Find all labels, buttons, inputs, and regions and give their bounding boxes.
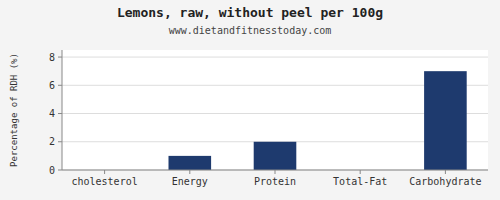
x-tick-label: Protein	[254, 176, 296, 187]
bars	[169, 71, 467, 170]
x-tick-label: Carbohydrate	[409, 176, 481, 187]
plot-area	[62, 50, 488, 170]
y-axis: 0 2 4 6 8	[49, 50, 62, 176]
x-tick	[445, 170, 446, 174]
y-axis-label: Percentage of RDH (%)	[9, 53, 19, 167]
y-tick-label: 8	[49, 52, 55, 63]
y-tick	[58, 57, 62, 58]
bar	[424, 71, 467, 170]
y-tick-label: 0	[49, 165, 55, 176]
background	[0, 0, 500, 200]
y-tick	[58, 170, 62, 171]
x-tick	[104, 170, 105, 174]
chart-container: Lemons, raw, without peel per 100g www.di…	[0, 0, 500, 200]
x-tick-label: cholesterol	[71, 176, 137, 187]
y-tick	[58, 85, 62, 86]
bar	[169, 156, 212, 170]
grid-line	[62, 57, 488, 58]
x-tick	[189, 170, 190, 174]
bar	[254, 142, 297, 170]
title: Lemons, raw, without peel per 100g	[117, 5, 383, 20]
x-tick	[360, 170, 361, 174]
chart: Lemons, raw, without peel per 100g www.di…	[0, 0, 500, 200]
x-axis: cholesterol Energy Protein Total-Fat Carbohy…	[62, 170, 488, 187]
y-tick-label: 2	[49, 136, 55, 147]
y-axis-line	[62, 50, 63, 170]
x-tick-label: Total-Fat	[333, 176, 387, 187]
y-tick-label: 6	[49, 80, 55, 91]
y-tick	[58, 141, 62, 142]
y-tick	[58, 113, 62, 114]
y-grid	[62, 57, 488, 170]
x-tick	[275, 170, 276, 174]
y-tick-label: 4	[49, 108, 55, 119]
subtitle: www.dietandfitnesstoday.com	[169, 25, 332, 36]
x-tick-label: Energy	[172, 176, 208, 187]
